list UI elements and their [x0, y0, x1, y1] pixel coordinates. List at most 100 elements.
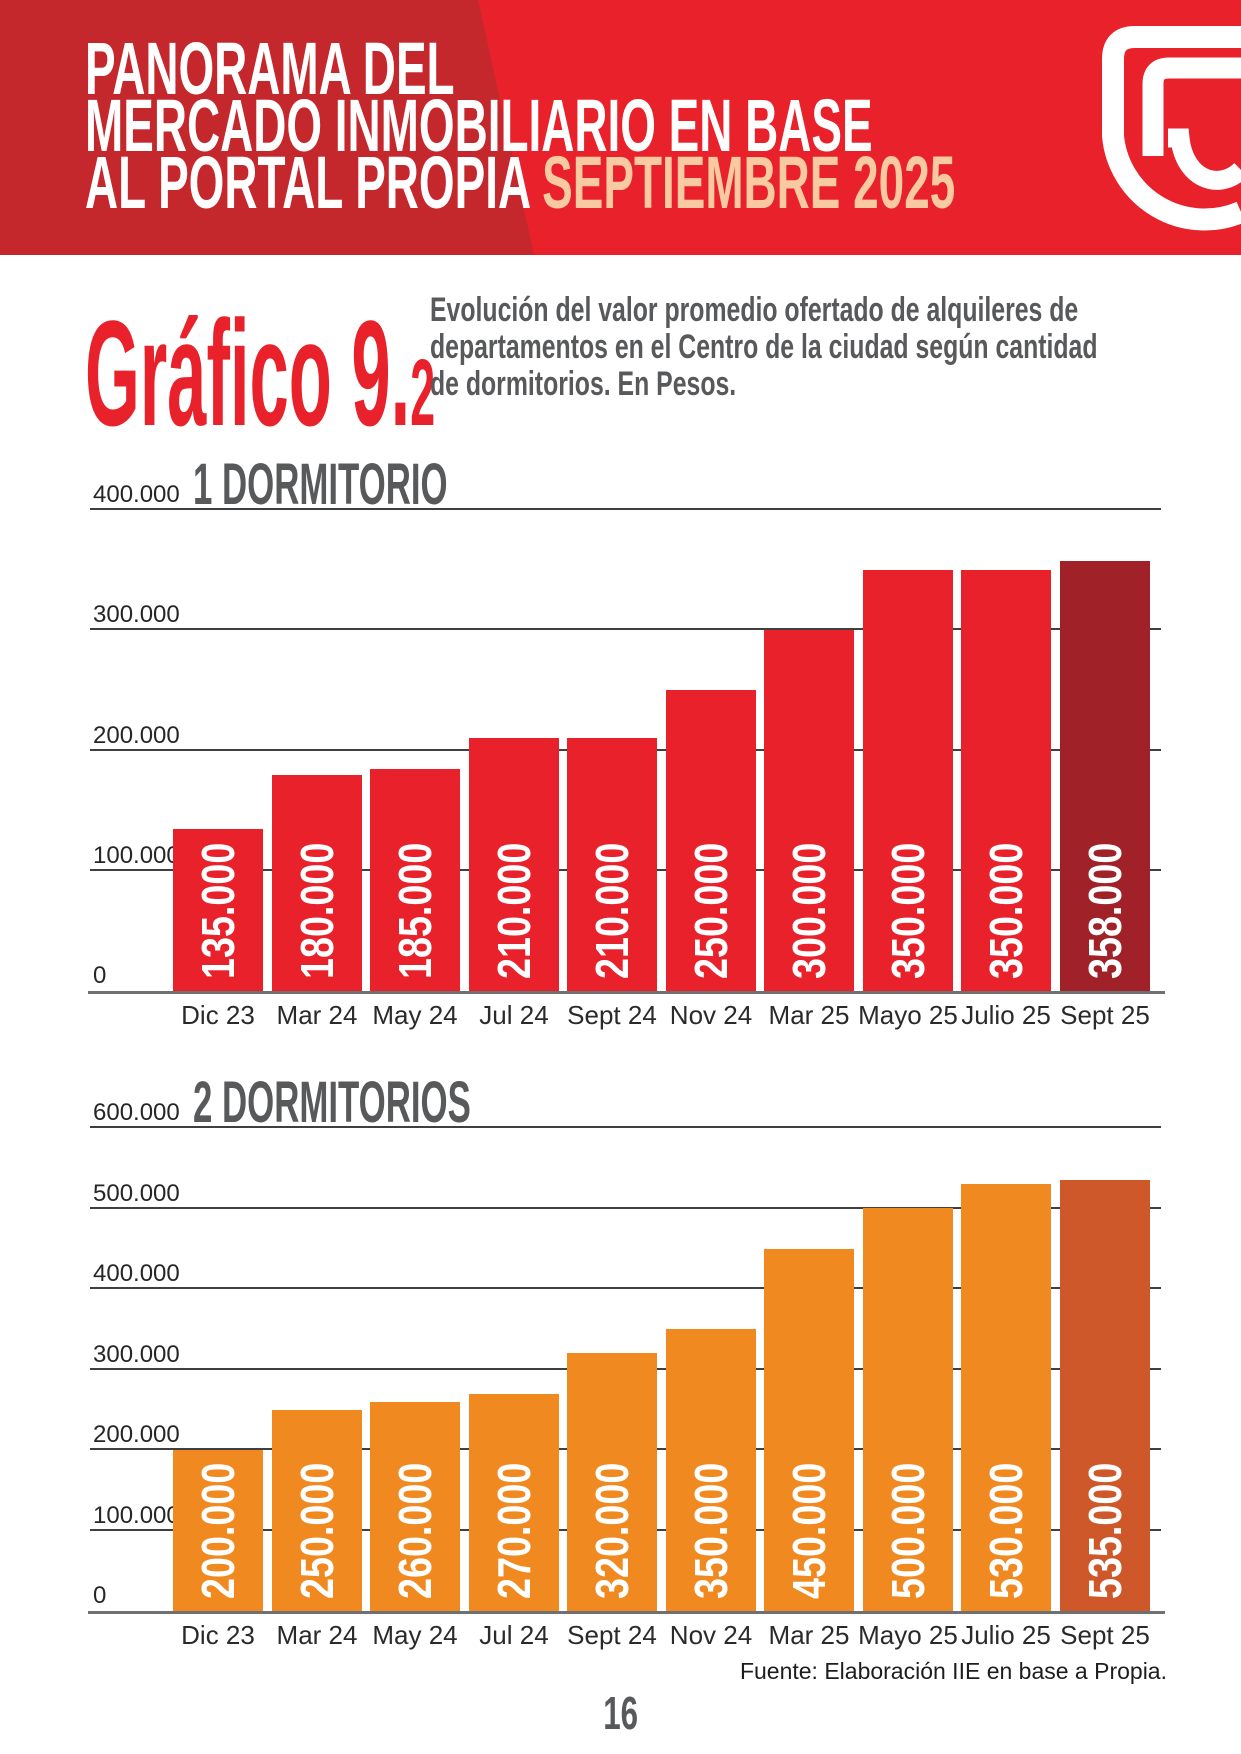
bar-mayo-25: 500.000	[863, 1208, 953, 1611]
bar-jul-24: 270.000	[469, 1394, 559, 1611]
bar-dic-23: 135.000	[173, 829, 263, 991]
page-number: 16	[603, 1687, 638, 1739]
bar-value-label: 535.000	[1079, 1462, 1131, 1599]
bar-value-label: 530.000	[980, 1462, 1032, 1599]
header-title-line3-main: AL PORTAL PROPIA	[85, 141, 543, 224]
bar-mayo-25: 350.000	[863, 570, 953, 991]
bar-value-label: 500.000	[882, 1462, 934, 1599]
y-axis-tick-label: 500.000	[93, 1179, 180, 1207]
bar-value-label: 300.000	[783, 842, 835, 979]
bar-nov-24: 250.000	[666, 690, 756, 991]
x-axis-tick-label: Sept 25	[1060, 1620, 1150, 1650]
bar-jul-24: 210.000	[469, 738, 559, 991]
bar-value-label: 450.000	[783, 1462, 835, 1599]
source-note: Fuente: Elaboración IIE en base a Propia…	[739, 1658, 1167, 1684]
x-axis-tick-label: Mar 24	[276, 1000, 358, 1030]
x-axis-tick-label: May 24	[372, 1620, 458, 1650]
bar-sept-24: 320.000	[567, 1353, 657, 1611]
x-axis-tick-label: Mar 25	[768, 1620, 850, 1650]
y-axis-tick-label: 400.000	[93, 481, 180, 508]
x-axis-tick-label: Nov 24	[669, 1620, 753, 1650]
bar-value-label: 180.000	[291, 842, 343, 979]
chart-title: 1 DORMITORIO	[193, 452, 448, 517]
bar-value-label: 200.000	[192, 1462, 244, 1599]
bar-value-label: 270.000	[488, 1462, 540, 1599]
y-axis-tick-label: 400.000	[93, 1260, 180, 1287]
y-axis-tick-label: 300.000	[93, 601, 180, 629]
bar-mar-24: 180.000	[272, 775, 362, 991]
bar-value-label: 350.000	[882, 842, 934, 979]
bar-value-label: 320.000	[586, 1462, 638, 1599]
chart-title: 2 DORMITORIOS	[193, 1070, 471, 1135]
y-axis-tick-label: 600.000	[93, 1099, 180, 1126]
x-axis-tick-label: Nov 24	[669, 1000, 753, 1030]
bar-value-label: 210.000	[488, 842, 540, 979]
chart-title-row: 1 DORMITORIO	[193, 456, 617, 514]
bar-julio-25: 350.000	[961, 570, 1051, 991]
header-title-line3: AL PORTAL PROPIA SEPTIEMBRE 2025	[85, 146, 955, 220]
x-axis-tick-label: Mar 24	[276, 1620, 358, 1650]
x-axis-tick-label: Sept 24	[567, 1000, 657, 1030]
bar-value-label: 350.000	[685, 1462, 737, 1599]
x-axis-tick-label: Jul 24	[479, 1000, 549, 1030]
header-title-line1: PANORAMA DEL	[85, 27, 455, 110]
bar-dic-23: 200.000	[173, 1450, 263, 1611]
gridline	[90, 1287, 1161, 1289]
x-axis-tick-label: Dic 23	[181, 1620, 255, 1650]
bar-nov-24: 350.000	[666, 1329, 756, 1611]
header-title: PANORAMA DEL MERCADO INMOBILIARIO EN BAS…	[85, 27, 1241, 220]
x-axis-tick-label: Julio 25	[961, 1000, 1051, 1030]
bar-value-label: 135.000	[192, 842, 244, 979]
chart-title-row: 2 DORMITORIOS	[193, 1074, 656, 1132]
x-axis-tick-label: Mar 25	[768, 1000, 850, 1030]
bar-value-label: 185.000	[389, 842, 441, 979]
graph-number-main: Gráfico 9.	[85, 289, 411, 457]
graph-number-label: Gráfico 9.2	[85, 298, 435, 448]
chart-description-line1: Evolución del valor promedio ofertado de…	[430, 291, 1079, 329]
bar-value-label: 250.000	[291, 1462, 343, 1599]
brand-logo-icon	[1102, 26, 1241, 231]
chart-description-line3: de dormitorios. En Pesos.	[430, 365, 737, 403]
bar-value-label: 210.000	[586, 842, 638, 979]
y-axis-tick-label: 200.000	[93, 721, 180, 749]
chart-description: Evolución del valor promedio ofertado de…	[430, 292, 1098, 403]
y-axis-tick-label: 100.000	[93, 841, 180, 869]
gridline	[90, 508, 1161, 510]
header-title-line2: MERCADO INMOBILIARIO EN BASE	[85, 84, 873, 167]
bar-sept-25: 358.000	[1060, 561, 1150, 991]
graph-number-sub: 2	[410, 340, 436, 446]
x-axis-tick-label: Julio 25	[961, 1620, 1051, 1650]
header-banner: PANORAMA DEL MERCADO INMOBILIARIO EN BAS…	[0, 0, 1241, 255]
bar-may-24: 260.000	[370, 1402, 460, 1611]
bar-julio-25: 530.000	[961, 1184, 1051, 1611]
gridline	[90, 1126, 1161, 1128]
bar-value-label: 260.000	[389, 1462, 441, 1599]
x-axis-tick-label: May 24	[372, 1000, 458, 1030]
bar-sept-25: 535.000	[1060, 1180, 1150, 1611]
x-axis-tick-label: Mayo 25	[858, 1000, 958, 1030]
header-title-date: SEPTIEMBRE 2025	[542, 141, 956, 224]
bar-may-24: 185.000	[370, 769, 460, 991]
bar-mar-25: 300.000	[764, 630, 854, 991]
x-axis-tick-label: Dic 23	[181, 1000, 255, 1030]
x-axis-tick-label: Sept 24	[567, 1620, 657, 1650]
header-dark-panel	[0, 0, 534, 255]
gridline	[90, 628, 1161, 631]
gridline	[90, 1206, 1161, 1209]
x-axis-tick-label: Sept 25	[1060, 1000, 1150, 1030]
chart-description-line2: departamentos en el Centro de la ciudad …	[430, 328, 1098, 366]
x-axis-tick-label: Mayo 25	[858, 1620, 958, 1650]
bar-sept-24: 210.000	[567, 738, 657, 991]
x-axis-line	[88, 991, 1165, 994]
bar-mar-24: 250.000	[272, 1410, 362, 1611]
bar-value-label: 358.000	[1079, 842, 1131, 979]
y-axis-tick-label: 200.000	[93, 1421, 180, 1448]
bar-value-label: 250.000	[685, 842, 737, 979]
y-axis-tick-label: 0	[93, 1582, 107, 1609]
y-axis-tick-label: 100.000	[93, 1501, 180, 1529]
y-axis-tick-label: 300.000	[93, 1340, 180, 1368]
y-axis-tick-label: 0	[93, 962, 107, 989]
bar-value-label: 350.000	[980, 842, 1032, 979]
x-axis-tick-label: Jul 24	[479, 1620, 549, 1650]
